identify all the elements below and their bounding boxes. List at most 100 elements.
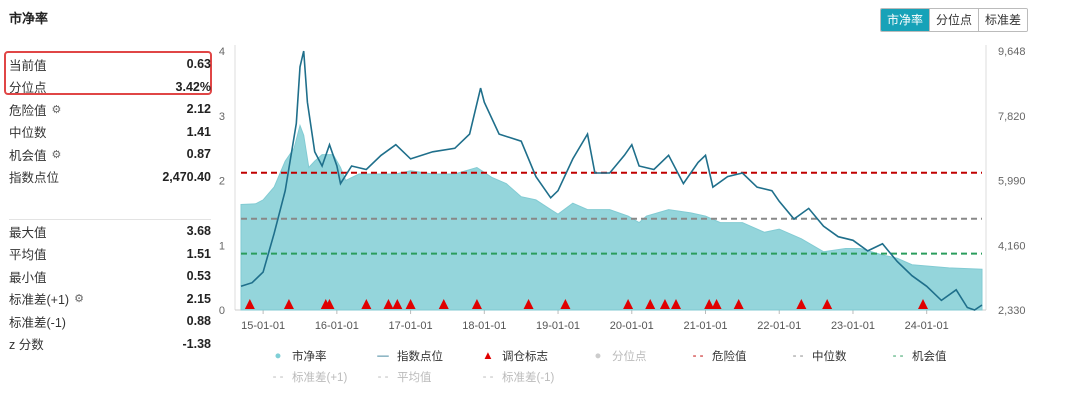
legend-item[interactable]: ▲ 调仓标志: [478, 348, 548, 364]
rebalance-marker: [405, 299, 416, 309]
stat-value: 0.87: [186, 147, 211, 162]
rebalance-marker: [671, 299, 682, 309]
gear-icon[interactable]: ⚙: [51, 148, 62, 161]
x-tick-label: 24-01-01: [905, 320, 949, 332]
legend-symbol-icon: ●: [594, 350, 602, 362]
stat-row: 当前值 0.63: [9, 53, 211, 76]
x-tick-label: 19-01-01: [536, 320, 580, 332]
legend-label: 分位点: [612, 351, 647, 363]
stat-label-text: 当前值: [9, 58, 47, 73]
stat-value: 0.88: [186, 314, 211, 329]
legend-symbol-icon: —: [377, 350, 389, 362]
x-tick-label: 16-01-01: [315, 320, 359, 332]
stat-label: 中位数: [9, 122, 47, 141]
stat-label-text: 指数点位: [9, 171, 60, 186]
y-right-tick-label: 2,330: [998, 305, 1026, 317]
rebalance-marker: [523, 299, 534, 309]
legend-symbol-icon: ●: [274, 350, 282, 362]
legend-label: 标准差(-1): [502, 372, 555, 384]
rebalance-marker: [918, 299, 929, 309]
legend-label: 市净率: [292, 351, 327, 363]
stat-value: 2.15: [186, 291, 211, 306]
rebalance-marker: [283, 299, 294, 309]
rebalance-marker: [623, 299, 634, 309]
legend-label: 机会值: [912, 351, 947, 363]
legend-symbol-icon: - -: [377, 371, 389, 383]
stat-row: 危险值 ⚙ 2.12: [9, 98, 211, 121]
tab-stddev[interactable]: 标准差: [979, 9, 1028, 31]
current-value-highlight: [4, 51, 212, 95]
metric-tabs: 市净率 分位点 标准差: [880, 8, 1029, 32]
stat-value: 0.53: [186, 269, 211, 284]
stat-label: 标准差(-1): [9, 312, 66, 331]
stat-value: 0.63: [186, 57, 211, 72]
x-tick-label: 21-01-01: [683, 320, 727, 332]
page-title: 市净率: [9, 11, 49, 26]
rebalance-marker: [361, 299, 372, 309]
rebalance-marker: [383, 299, 394, 309]
stat-row: 标准差(-1) 0.88: [9, 310, 211, 333]
stat-label-text: 标准差(-1): [9, 315, 66, 330]
tab-pb[interactable]: 市净率: [881, 9, 931, 31]
legend-item[interactable]: - - 中位数: [788, 348, 847, 364]
legend-item[interactable]: — 指数点位: [373, 348, 443, 364]
stats-divider: [9, 219, 211, 220]
legend-symbol-icon: ▲: [482, 350, 494, 362]
y-left-tick-label: 0: [219, 305, 225, 317]
legend-item[interactable]: - - 标准差(-1): [478, 369, 555, 385]
x-tick-label: 22-01-01: [757, 320, 801, 332]
gear-icon[interactable]: ⚙: [51, 103, 62, 116]
x-tick-label: 18-01-01: [462, 320, 506, 332]
rebalance-marker: [796, 299, 807, 309]
stat-value: -1.38: [182, 336, 212, 351]
rebalance-marker: [733, 299, 744, 309]
legend-label: 标准差(+1): [292, 372, 348, 384]
stat-label: 平均值: [9, 244, 47, 263]
legend-item[interactable]: ● 分位点: [588, 348, 647, 364]
rebalance-marker: [822, 299, 833, 309]
legend-item[interactable]: - - 平均值: [373, 369, 432, 385]
valuation-chart: 0 1 2 3 4 2,330 4,160 5,990 7,820 9,648 15-01-01 16…: [219, 45, 1026, 332]
legend-item[interactable]: - - 机会值: [888, 348, 947, 364]
stat-value: 3.68: [186, 224, 211, 239]
y-right-tick-label: 7,820: [998, 111, 1026, 123]
stat-value: 2.12: [186, 102, 211, 117]
legend-symbol-icon: - -: [272, 371, 284, 383]
legend-item[interactable]: - - 标准差(+1): [268, 369, 348, 385]
rebalance-marker: [324, 299, 335, 309]
x-tick-label: 20-01-01: [610, 320, 654, 332]
stat-row: z 分数 -1.38: [9, 333, 211, 356]
y-left-tick-label: 1: [219, 240, 225, 252]
y-left-tick-label: 2: [219, 176, 225, 188]
stat-label: 标准差(+1) ⚙: [9, 289, 84, 308]
y-right-tick-label: 9,648: [998, 46, 1026, 58]
stat-label-text: 平均值: [9, 248, 47, 263]
rebalance-marker: [560, 299, 571, 309]
stat-label-text: 机会值: [9, 148, 47, 163]
y-right-tick-label: 4,160: [998, 240, 1026, 252]
legend-symbol-icon: - -: [792, 350, 804, 362]
x-tick-label: 23-01-01: [831, 320, 875, 332]
rebalance-marker: [659, 299, 670, 309]
legend-label: 调仓标志: [502, 351, 548, 363]
stat-label: 当前值: [9, 55, 47, 74]
y-right-tick-label: 5,990: [998, 176, 1026, 188]
tab-percentile[interactable]: 分位点: [930, 9, 980, 31]
rebalance-marker: [471, 299, 482, 309]
stat-value: 3.42%: [175, 79, 211, 94]
stat-label-text: 标准差(+1): [9, 293, 70, 308]
legend-label: 中位数: [812, 351, 847, 363]
stat-row: 指数点位 2,470.40: [9, 166, 211, 189]
stat-label: 最小值: [9, 267, 47, 286]
stat-row: 分位点 3.42%: [9, 76, 211, 99]
legend-symbol-icon: - -: [692, 350, 704, 362]
stat-value: 2,470.40: [162, 169, 211, 184]
legend-symbol-icon: - -: [482, 371, 494, 383]
legend-label: 平均值: [397, 372, 432, 384]
stat-label-text: 最小值: [9, 270, 47, 285]
stat-label: 指数点位: [9, 167, 59, 186]
legend-item[interactable]: ● 市净率: [268, 348, 327, 364]
stats-panel-bottom: 最大值 3.68 平均值 1.51 最小值 0.53 标准差(+1) ⚙ 2.15 标准差(-1)…: [9, 220, 211, 355]
legend-item[interactable]: - - 危险值: [688, 348, 747, 364]
gear-icon[interactable]: ⚙: [74, 293, 84, 306]
